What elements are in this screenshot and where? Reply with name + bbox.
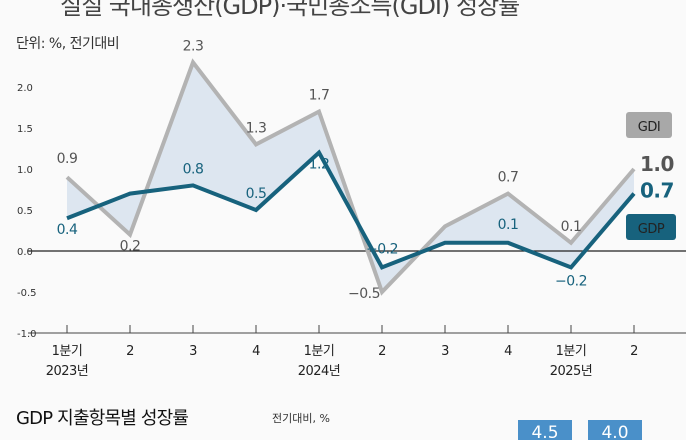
x-tick-label: 2 xyxy=(630,344,638,359)
gdi-data-label: 0.9 xyxy=(57,151,78,167)
x-tick-label: 2024년 xyxy=(298,364,341,379)
gdi-gdp-gap-area xyxy=(67,62,634,293)
y-tick-label: 0.0 xyxy=(17,247,33,258)
gdi-legend-tag xyxy=(626,112,672,138)
gdp-data-label: 0.8 xyxy=(183,161,204,177)
y-tick-label: 2.0 xyxy=(17,83,33,94)
y-tick-label: -0.5 xyxy=(17,288,37,299)
gdp-data-label: 0.4 xyxy=(57,222,78,238)
y-tick-label: 1.5 xyxy=(17,124,33,135)
chart-title: 실질 국내총생산(GDP)·국민총소득(GDI) 성장률 xyxy=(60,0,520,20)
x-tick-label: 4 xyxy=(504,344,512,359)
unit-label: 단위: %, 전기대비 xyxy=(16,36,120,52)
gdp-series-line xyxy=(66,149,636,270)
gdi-series-line xyxy=(65,58,636,296)
gdi-data-label: 2.3 xyxy=(183,38,204,54)
gdi-end-value: 1.0 xyxy=(640,152,674,176)
gdp-end-value: 0.7 xyxy=(640,179,674,203)
line-chart: 1분기 2023년 2 3 4 1분기 2024년 2 3 4 1분기 2025년 2 -1.0 -0.5 0… xyxy=(17,38,686,379)
gdi-data-label: 0.7 xyxy=(498,170,519,186)
y-tick-label: 0.5 xyxy=(17,206,33,217)
x-tick-label: 2023년 xyxy=(46,364,89,379)
y-tick-label: 1.0 xyxy=(17,165,33,176)
gdi-data-label: 0.1 xyxy=(561,219,582,235)
x-tick-label: 3 xyxy=(189,344,197,359)
x-tick-label: 2 xyxy=(126,344,134,359)
gdp-legend-tag xyxy=(626,214,676,240)
gdi-data-label: −0.5 xyxy=(348,286,380,302)
x-tick-label: 4 xyxy=(252,344,260,359)
gdp-data-label: −0.2 xyxy=(366,241,398,257)
y-tick-label: -1.0 xyxy=(17,329,37,340)
x-tick-label: 1분기 xyxy=(52,344,83,359)
gdi-legend-label: GDI xyxy=(638,120,660,135)
x-tick-label: 1분기 xyxy=(304,344,335,359)
x-tick-label: 1분기 xyxy=(556,344,587,359)
gdi-data-label: 1.3 xyxy=(246,120,267,136)
gdp-data-label: 0.1 xyxy=(498,217,519,233)
x-tick-label: 2 xyxy=(378,344,386,359)
gdp-data-label: 0.5 xyxy=(246,186,267,202)
gdp-legend-label: GDP xyxy=(638,222,665,237)
gdp-data-label: −0.2 xyxy=(555,273,587,289)
gdi-data-label: 1.7 xyxy=(309,88,330,104)
x-tick-label: 2025년 xyxy=(550,364,593,379)
bar-value-2: 4.0 xyxy=(588,420,642,440)
bottom-section-unit: 전기대비, % xyxy=(272,412,330,425)
bar-value-1: 4.5 xyxy=(518,420,572,440)
gdp-data-label: 1.2 xyxy=(309,157,330,173)
x-tick-label: 3 xyxy=(441,344,449,359)
gdi-data-label: 0.2 xyxy=(120,239,141,255)
bottom-section-title: GDP 지출항목별 성장률 xyxy=(16,408,189,429)
